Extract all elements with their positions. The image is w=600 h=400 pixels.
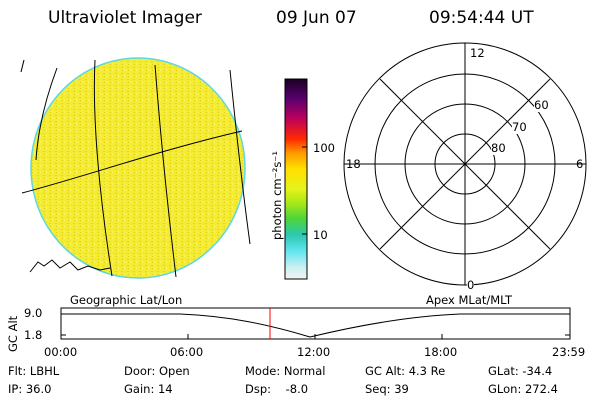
header-time: 09:54:44 UT xyxy=(429,8,534,28)
info-glon: GLon: 272.4 xyxy=(488,382,558,396)
earth-image xyxy=(20,57,251,279)
info-mode: Mode: Normal xyxy=(245,364,326,378)
mlt-label-6: 6 xyxy=(576,157,584,171)
info-seq: Seq: 39 xyxy=(365,382,409,396)
lat-label-60: 60 xyxy=(534,98,549,112)
info-dsp: Dsp: -8.0 xyxy=(245,382,309,396)
timeline-ytick-1.8: 1.8 xyxy=(24,328,43,342)
timeline-ytick-9: 9.0 xyxy=(24,306,43,320)
coastline xyxy=(29,259,111,273)
polar-plot xyxy=(343,42,587,286)
header-date: 09 Jun 07 xyxy=(276,8,357,28)
lat-label-70: 70 xyxy=(512,120,527,134)
geographic-grid xyxy=(20,59,251,278)
mlt-label-12: 12 xyxy=(470,46,485,60)
altitude-curve xyxy=(61,313,570,338)
earth-disk xyxy=(30,57,246,279)
timeline-xtick-2359: 23:59 xyxy=(552,345,586,359)
timeline-xtick-1800: 18:00 xyxy=(424,345,458,359)
timeline-right-title: Apex MLat/MLT xyxy=(426,293,513,307)
info-door: Door: Open xyxy=(124,364,190,378)
timeline-xtick-0600: 06:00 xyxy=(170,345,204,359)
info-glat: GLat: -34.4 xyxy=(488,364,553,378)
colorbar-tick-10: 10 xyxy=(313,228,328,242)
altitude-timeline xyxy=(60,307,571,340)
lat-label-80: 80 xyxy=(491,141,506,155)
timeline-left-title: Geographic Lat/Lon xyxy=(70,293,183,307)
colorbar-unit-label: photon cm⁻²s⁻¹ xyxy=(270,151,284,240)
mlt-label-18: 18 xyxy=(346,157,361,171)
timeline-axis-title: GC Alt xyxy=(6,315,20,352)
info-gain: Gain: 14 xyxy=(124,382,173,396)
info-gc-alt: GC Alt: 4.3 Re xyxy=(365,364,446,378)
colorbar-tick-100: 100 xyxy=(313,141,335,155)
timeline-xtick-1200: 12:00 xyxy=(297,345,331,359)
mlt-label-0: 0 xyxy=(467,278,475,292)
timeline-xtick-0000: 00:00 xyxy=(44,345,78,359)
info-filter: Flt: LBHL xyxy=(8,364,60,378)
info-ip: IP: 36.0 xyxy=(8,382,52,396)
colorbar xyxy=(284,78,308,280)
app-title: Ultraviolet Imager xyxy=(48,8,202,28)
